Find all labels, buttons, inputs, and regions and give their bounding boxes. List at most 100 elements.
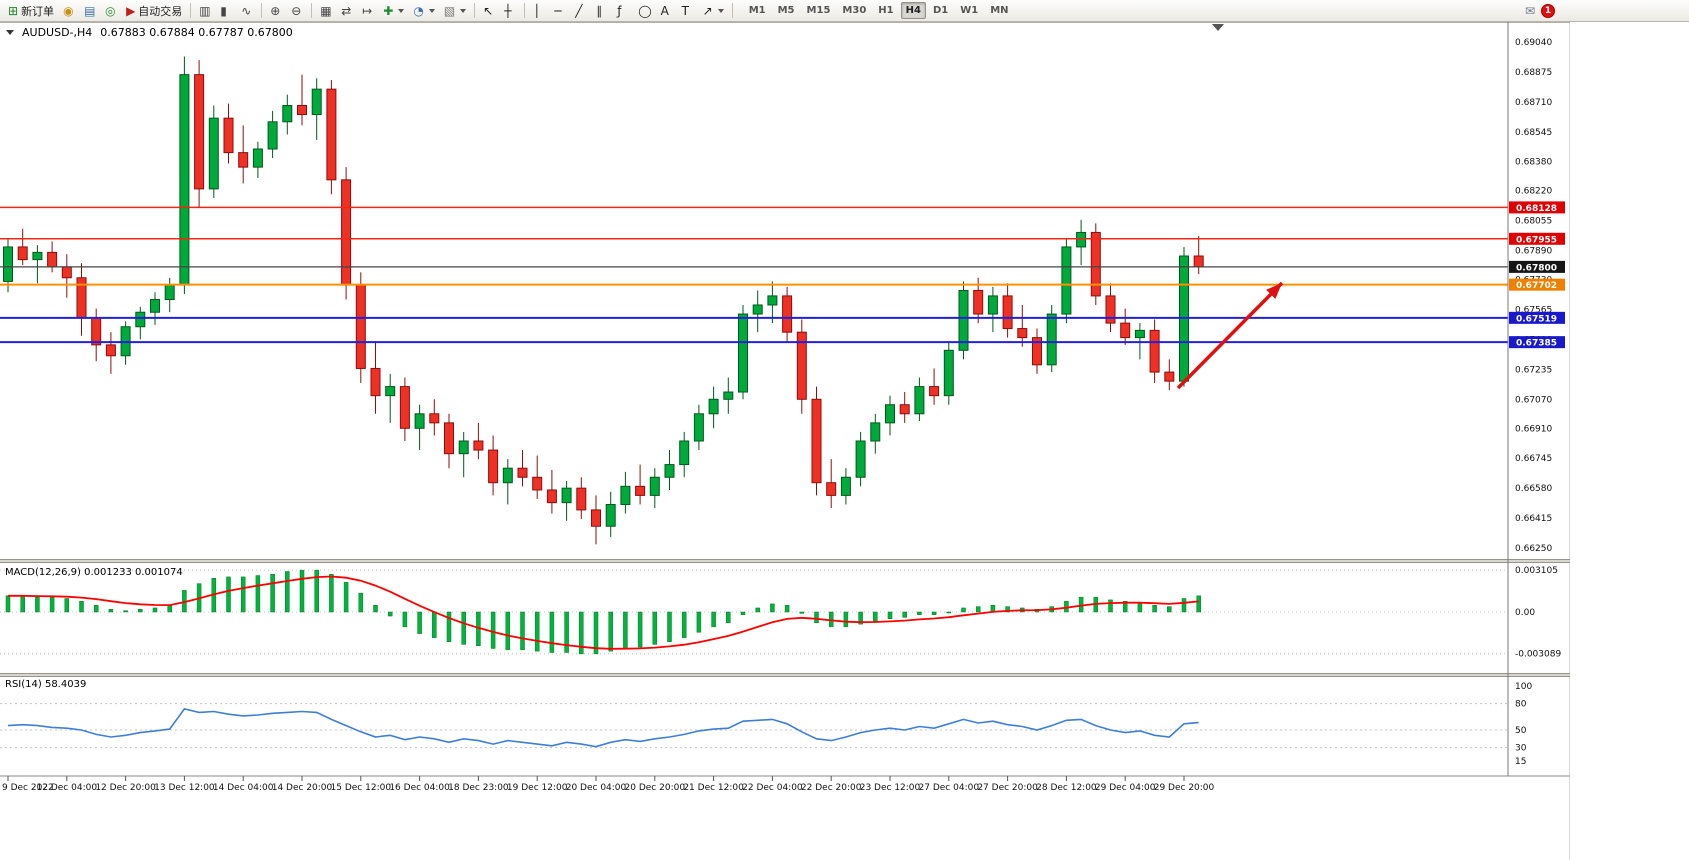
rsi-label: RSI(14) 58.4039 <box>5 679 87 690</box>
metaeditor-button[interactable]: ◉ <box>59 1 79 20</box>
time-axis-label: 14 Dec 04:00 <box>213 783 274 793</box>
timeframe-m30-button[interactable]: M30 <box>842 5 867 16</box>
market-watch-button[interactable]: ▤ <box>80 1 100 20</box>
bar-chart-icon: ▥ <box>199 3 211 18</box>
one-click-trading-toggle[interactable] <box>6 30 14 35</box>
timeframe-m1-button[interactable]: M1 <box>748 5 766 16</box>
symbol-period-label: AUDUSD-,H4 <box>22 26 93 39</box>
zoom-in-button[interactable]: ⊕ <box>266 1 286 20</box>
macd-histogram-bar <box>152 607 158 613</box>
candle-up <box>767 295 778 306</box>
indicators-icon: ✚ <box>383 3 394 18</box>
candle-down <box>517 467 528 478</box>
channel-button[interactable]: ∥ <box>592 1 612 20</box>
cursor-button[interactable]: ↖ <box>479 1 499 20</box>
macd-histogram-bar <box>64 598 70 613</box>
macd-histogram-bar <box>681 611 687 638</box>
macd-histogram-bar <box>505 611 511 651</box>
new-order-button[interactable]: ⊞ 新订单 <box>4 1 58 20</box>
candle-down <box>1032 337 1042 366</box>
macd-histogram-bar <box>770 603 775 613</box>
candle-down <box>591 509 601 527</box>
tile-windows-icon: ▦ <box>320 3 332 18</box>
candle-up <box>164 284 175 301</box>
candlestick-chart-button[interactable]: ▮ <box>216 1 236 20</box>
dropdown-caret-icon[interactable] <box>717 8 724 13</box>
macd-histogram-bar <box>814 611 819 624</box>
macd-histogram-bar <box>931 611 937 615</box>
text-label-icon: T <box>681 3 689 18</box>
macd-histogram-bar <box>93 605 99 613</box>
expert-advisors-button[interactable]: ◎ <box>101 1 121 20</box>
zoom-out-button[interactable]: ⊖ <box>287 1 307 20</box>
notification-badge[interactable]: 1 <box>1541 3 1555 18</box>
macd-histogram-bar <box>637 611 643 648</box>
chart-canvas[interactable]: 0.69040 0.68875 0.68710 0.68545 0.68380 0.682… <box>0 22 1570 860</box>
price-axis-label: 0.68710 <box>1515 98 1552 108</box>
candle-down <box>1120 322 1131 339</box>
macd-histogram-bar <box>975 606 981 613</box>
macd-histogram-bar <box>299 569 305 613</box>
support-line-1-tag <box>1509 311 1565 324</box>
toolbar-buttons: ⊞ 新订单 ◉ ▤ ◎ ▶ 自动交易 ▥ ▮ ∿ ⊕ ⊖ ▦ ⇄ ↦ ✚ ◔ ▧ ↖ ┼ │ ─ ╱ ∥ ƒ ◯ A T ↗ <box>4 1 736 20</box>
macd-histogram-bar <box>35 596 40 613</box>
vertical-line-button[interactable]: │ <box>529 1 549 20</box>
price-tag-label: 0.67385 <box>1516 339 1557 349</box>
auto-scroll-button[interactable]: ⇄ <box>337 1 357 20</box>
dropdown-caret-icon[interactable] <box>428 8 435 13</box>
timeframe-m15-button[interactable]: M15 <box>806 5 831 16</box>
candle-up <box>561 487 572 504</box>
separator-macd-rsi[interactable] <box>0 673 1570 677</box>
text-button[interactable]: A <box>657 1 677 20</box>
candle-up <box>208 117 219 190</box>
text-icon: A <box>660 3 669 18</box>
macd-histogram-bar <box>799 611 805 614</box>
separator-main-macd[interactable] <box>0 559 1570 563</box>
dropdown-caret-icon[interactable] <box>398 8 405 13</box>
auto-trading-icon: ▶ <box>126 3 136 18</box>
time-axis-label: 14 Dec 20:00 <box>272 783 333 793</box>
indicators-button[interactable]: ✚ <box>379 1 408 20</box>
timeframe-h1-button[interactable]: H1 <box>878 5 894 16</box>
timeframe-d1-button[interactable]: D1 <box>932 5 949 16</box>
candle-up <box>738 313 748 393</box>
time-axis-label: 12 Dec 20:00 <box>95 783 156 793</box>
candle-up <box>179 74 190 286</box>
time-axis-label: 15 Dec 12:00 <box>331 783 392 793</box>
auto-trading-button-label: 自动交易 <box>138 4 183 18</box>
chart-shift-marker[interactable] <box>1212 24 1224 31</box>
templates-button[interactable]: ▧ <box>440 1 470 20</box>
candle-down <box>796 331 807 400</box>
auto-trading-button[interactable]: ▶ 自动交易 <box>122 1 186 20</box>
macd-histogram-bar <box>446 611 452 642</box>
periods-button[interactable]: ◔ <box>409 1 438 20</box>
text-label-button[interactable]: T <box>678 1 698 20</box>
chart-shift-button[interactable]: ↦ <box>358 1 378 20</box>
shapes-button[interactable]: ◯ <box>634 1 655 20</box>
periods-icon: ◔ <box>413 3 424 18</box>
line-chart-button[interactable]: ∿ <box>237 1 257 20</box>
timeframe-h4-button[interactable]: H4 <box>900 2 926 19</box>
mailbox-icon[interactable]: ✉ <box>1524 3 1535 18</box>
bar-chart-button[interactable]: ▥ <box>195 1 215 20</box>
timeframe-mn-button[interactable]: MN <box>990 5 1009 16</box>
macd-histogram-bar <box>1108 599 1113 613</box>
timeframe-m5-button[interactable]: M5 <box>777 5 795 16</box>
arrows-button[interactable]: ↗ <box>699 1 728 20</box>
macd-histogram-bar <box>1122 600 1128 613</box>
crosshair-button[interactable]: ┼ <box>500 1 520 20</box>
tile-windows-button[interactable]: ▦ <box>316 1 336 20</box>
macd-histogram-bar <box>564 611 569 653</box>
dropdown-caret-icon[interactable] <box>460 8 467 13</box>
macd-histogram-bar <box>873 611 878 622</box>
fibonacci-button[interactable]: ƒ <box>613 1 633 20</box>
macd-axis-label: 0.003105 <box>1515 566 1558 576</box>
price-axis-label: 0.66745 <box>1515 454 1552 464</box>
horizontal-line-button[interactable]: ─ <box>550 1 570 20</box>
timeframe-w1-button[interactable]: W1 <box>960 5 979 16</box>
macd-histogram-bar <box>1137 602 1143 613</box>
trend-arrow[interactable] <box>1176 281 1284 390</box>
trendline-button[interactable]: ╱ <box>571 1 591 20</box>
macd-histogram-bar <box>843 611 849 628</box>
macd-histogram-bar <box>711 611 716 628</box>
